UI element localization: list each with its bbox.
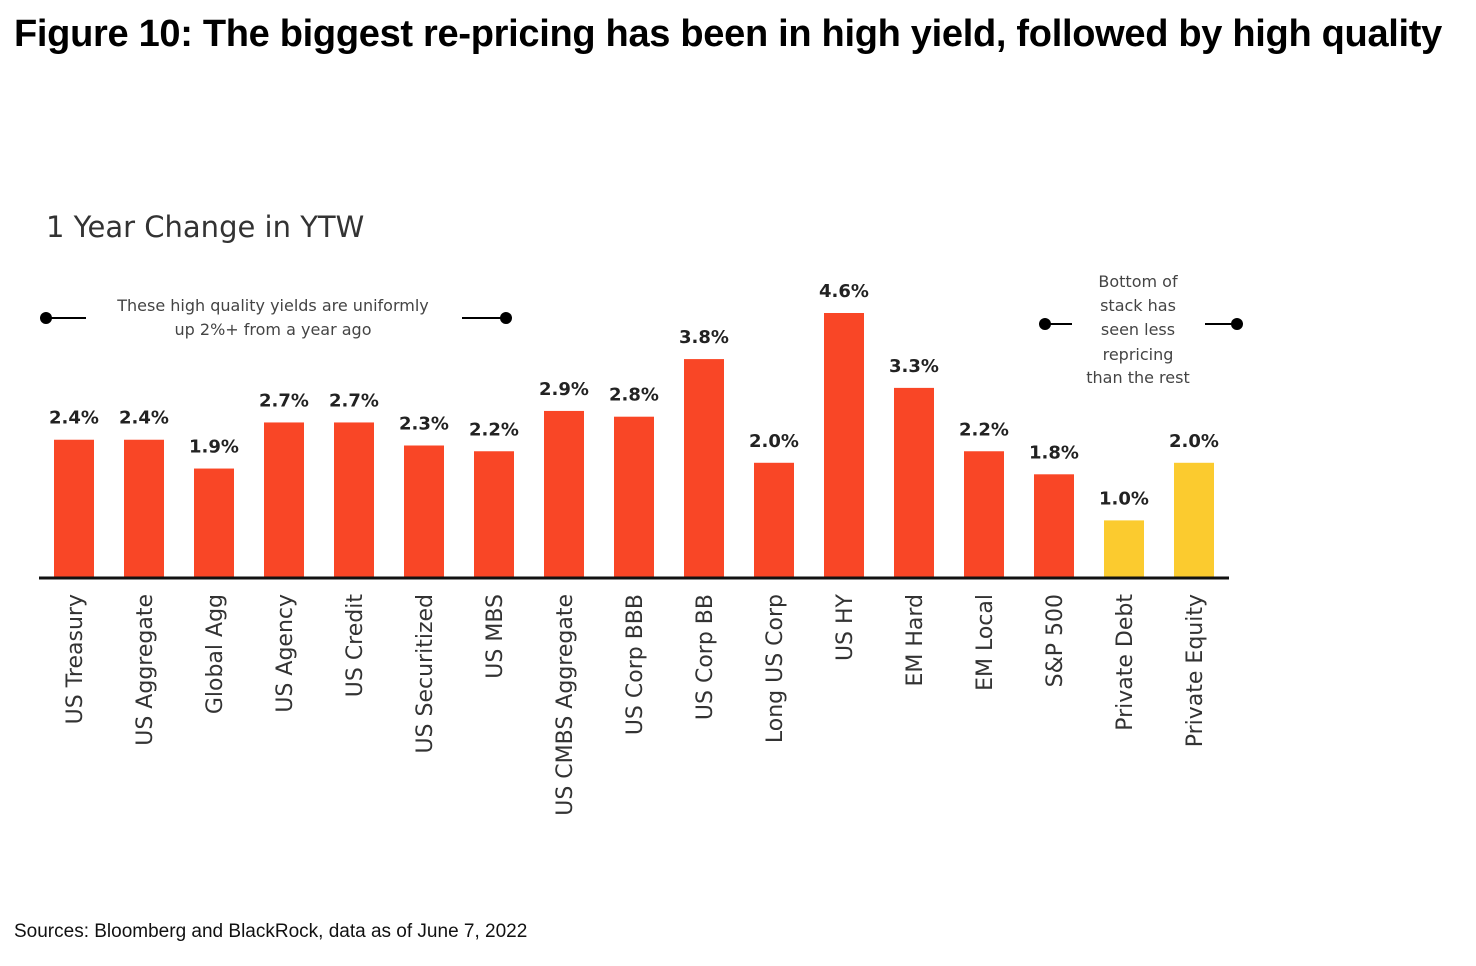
bar: [754, 462, 794, 578]
data-label: 4.6%: [819, 281, 869, 302]
category-label: US HY: [833, 593, 858, 661]
data-label: 3.8%: [679, 327, 729, 348]
category-label: EM Local: [973, 594, 998, 691]
source-note: Sources: Bloomberg and BlackRock, data a…: [14, 921, 528, 942]
category-label: US Aggregate: [133, 594, 158, 746]
data-label: 2.9%: [539, 379, 589, 400]
data-label: 2.7%: [259, 390, 309, 411]
category-label: US Corp BBB: [623, 594, 648, 735]
data-label: 2.7%: [329, 390, 379, 411]
figure-title: Figure 10: The biggest re-pricing has be…: [14, 13, 1442, 55]
category-label: S&P 500: [1043, 594, 1068, 687]
bar: [124, 439, 164, 578]
data-label: 2.2%: [469, 419, 519, 440]
bar: [614, 416, 654, 578]
bar: [544, 410, 584, 578]
category-label: US Securitized: [413, 594, 438, 754]
bar: [1034, 474, 1074, 578]
chart-title: 1 Year Change in YTW: [46, 210, 364, 244]
category-label: Global Agg: [203, 594, 228, 714]
data-label: 2.0%: [749, 431, 799, 452]
data-label: 1.9%: [189, 437, 239, 458]
data-label: 2.2%: [959, 419, 1009, 440]
category-label: Private Equity: [1183, 594, 1208, 747]
category-label: EM Hard: [903, 594, 928, 687]
annotation-line: stack has: [1100, 296, 1176, 315]
bar: [404, 445, 444, 578]
category-label: US CMBS Aggregate: [553, 594, 578, 816]
category-label: Long US Corp: [763, 594, 788, 743]
annotation-line: seen less: [1101, 320, 1175, 339]
bar: [824, 313, 864, 578]
annotation-line: than the rest: [1086, 368, 1189, 387]
data-label: 2.4%: [49, 408, 99, 429]
category-label: US MBS: [483, 594, 508, 679]
annotation-line: repricing: [1103, 345, 1174, 364]
annotation-dot: [500, 312, 512, 324]
bar: [474, 451, 514, 578]
annotation-line: Bottom of: [1098, 272, 1178, 291]
data-label: 2.0%: [1169, 431, 1219, 452]
data-label: 1.0%: [1099, 488, 1149, 509]
annotation-line: These high quality yields are uniformly: [116, 296, 429, 315]
bar: [1174, 462, 1214, 578]
bar: [1104, 520, 1144, 578]
bar: [264, 422, 304, 578]
bar: [894, 387, 934, 578]
bar: [964, 451, 1004, 578]
category-label: US Corp BB: [693, 594, 718, 720]
category-label: US Agency: [273, 594, 298, 713]
data-label: 1.8%: [1029, 442, 1079, 463]
bar: [684, 359, 724, 578]
category-label: Private Debt: [1113, 594, 1138, 731]
data-label: 3.3%: [889, 356, 939, 377]
annotation-dot: [1231, 318, 1243, 330]
category-label: US Credit: [343, 594, 368, 698]
annotation-bottom-of-stack: Bottom of stack has seen less repricing …: [1039, 272, 1243, 387]
bar: [334, 422, 374, 578]
annotation-line: up 2%+ from a year ago: [175, 320, 372, 339]
data-label: 2.3%: [399, 414, 449, 435]
bar: [194, 468, 234, 578]
bar: [54, 439, 94, 578]
annotation-high-quality: These high quality yields are uniformly …: [40, 296, 512, 339]
data-label: 2.8%: [609, 385, 659, 406]
category-label: US Treasury: [63, 594, 88, 724]
data-label: 2.4%: [119, 408, 169, 429]
